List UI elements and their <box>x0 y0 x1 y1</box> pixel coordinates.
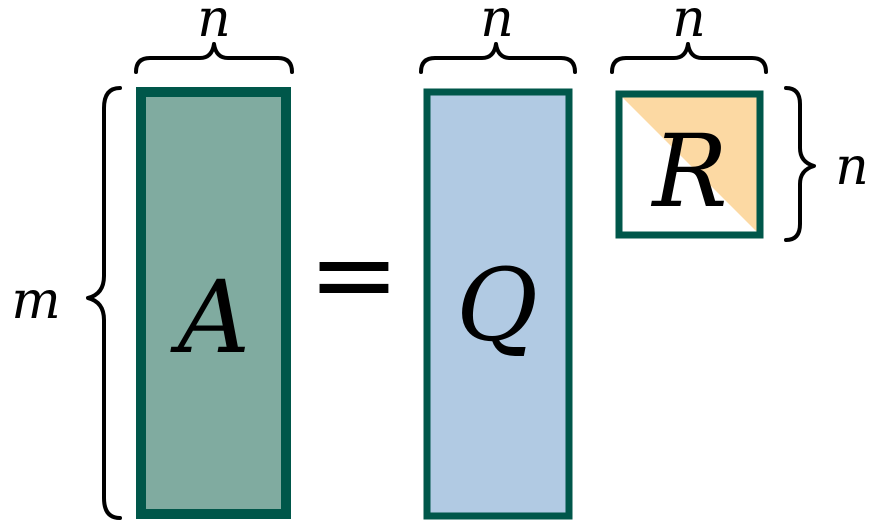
equals-sign: = <box>308 210 400 338</box>
label-r-width: n <box>672 0 706 49</box>
matrix-a-label: A <box>170 259 250 376</box>
matrix-q <box>423 88 573 520</box>
brace-top-q <box>419 42 577 74</box>
label-a-width: n <box>197 0 231 49</box>
label-a-height: m <box>11 271 60 331</box>
matrix-r-upper-triangle <box>619 94 760 235</box>
label-q-width: n <box>480 0 514 49</box>
brace-top-a <box>134 42 294 74</box>
matrix-r-border <box>615 90 764 239</box>
matrix-a <box>136 87 291 519</box>
brace-left-a <box>86 86 122 520</box>
brace-right-r <box>784 86 816 242</box>
matrix-r <box>615 90 764 239</box>
label-r-height: n <box>835 137 869 197</box>
brace-top-r <box>610 42 768 74</box>
matrix-r-label: R <box>650 113 727 230</box>
matrix-q-label: Q <box>456 247 538 364</box>
